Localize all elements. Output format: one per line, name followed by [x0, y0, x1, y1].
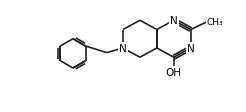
Text: N: N [170, 16, 178, 26]
Text: OH: OH [166, 67, 182, 77]
Text: N: N [187, 44, 195, 54]
Text: CH₃: CH₃ [207, 18, 224, 27]
Text: N: N [119, 44, 127, 54]
